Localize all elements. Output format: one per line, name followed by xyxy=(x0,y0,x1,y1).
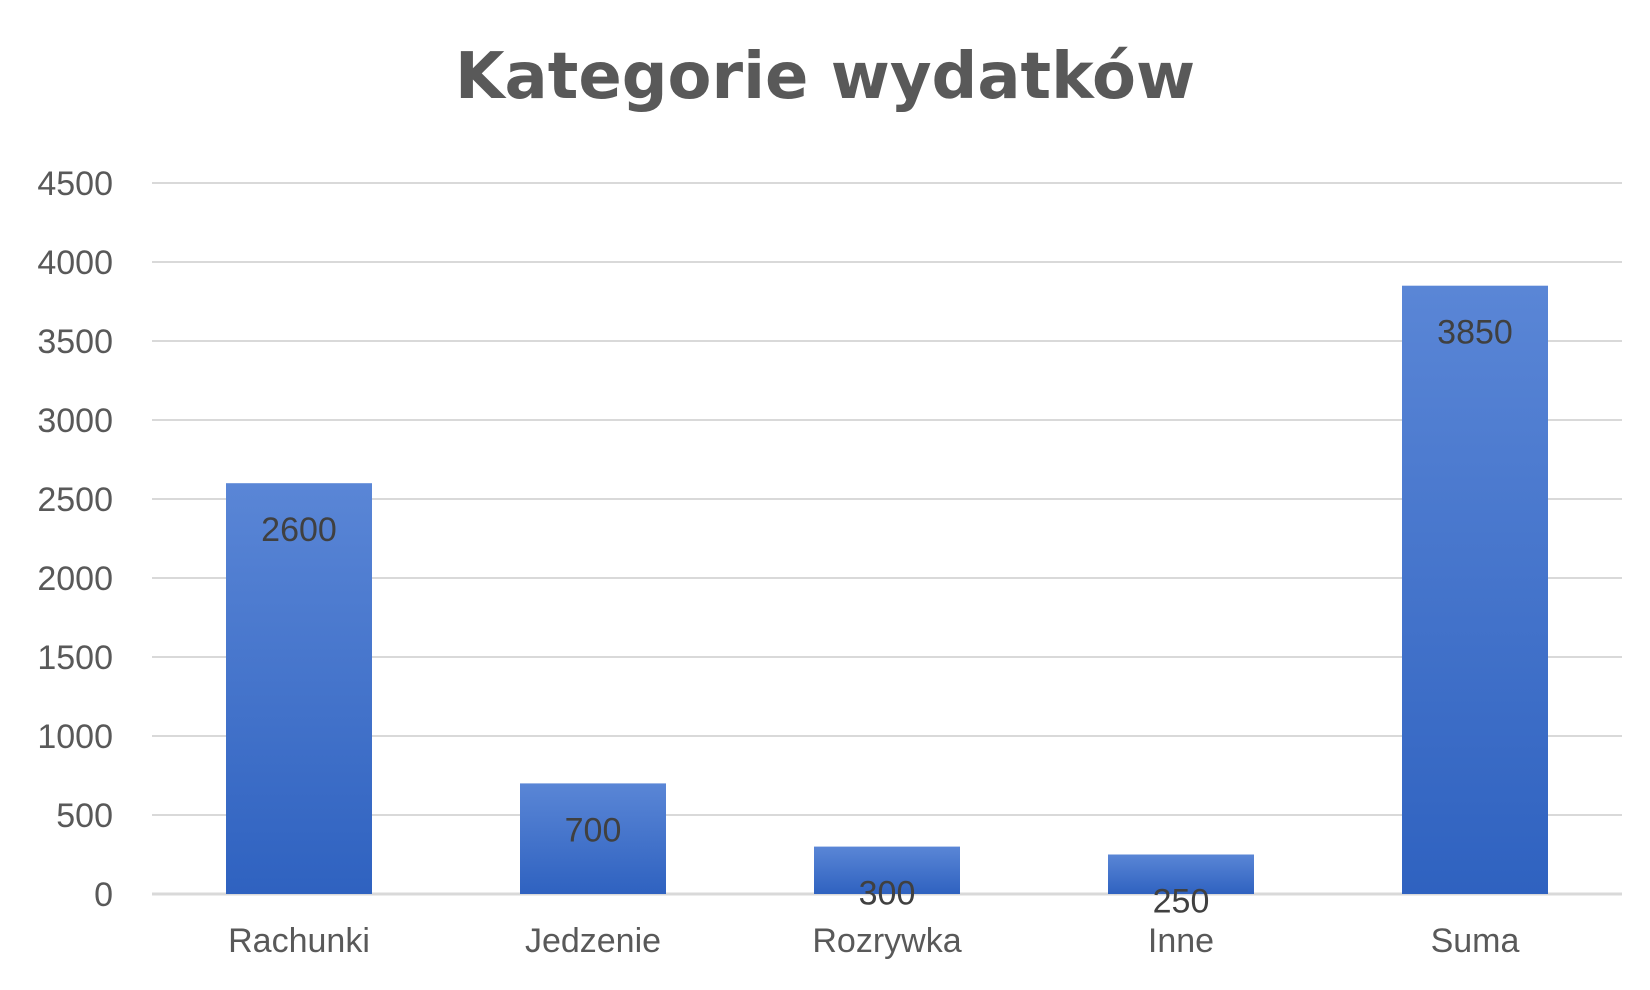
x-category-label: Inne xyxy=(1148,922,1214,960)
y-tick-label: 4500 xyxy=(37,165,113,203)
data-label: 300 xyxy=(859,875,916,913)
y-tick-label: 500 xyxy=(56,797,113,835)
bar-rozrywka xyxy=(814,846,960,894)
chart-title: Kategorie wydatków xyxy=(454,40,1196,114)
x-category-label: Jedzenie xyxy=(525,922,661,960)
bar-jedzenie xyxy=(520,783,666,894)
y-tick-label: 3000 xyxy=(37,402,113,440)
x-category-label: Rozrywka xyxy=(812,922,961,960)
bar-suma xyxy=(1402,285,1548,894)
y-tick-label: 1000 xyxy=(37,718,113,756)
x-category-label: Suma xyxy=(1431,922,1520,960)
data-label: 2600 xyxy=(261,511,337,549)
bar-inne xyxy=(1108,854,1254,894)
y-tick-label: 3500 xyxy=(37,323,113,361)
x-category-label: Rachunki xyxy=(228,922,370,960)
y-tick-label: 2000 xyxy=(37,560,113,598)
gridlines xyxy=(152,182,1622,896)
data-label: 250 xyxy=(1153,883,1210,921)
y-tick-label: 2500 xyxy=(37,481,113,519)
data-label: 700 xyxy=(565,811,622,849)
bars xyxy=(226,285,1548,894)
data-label: 3850 xyxy=(1437,314,1513,352)
y-tick-label: 0 xyxy=(94,876,113,914)
bar-rachunki xyxy=(226,483,372,894)
y-tick-label: 4000 xyxy=(37,244,113,282)
y-tick-label: 1500 xyxy=(37,639,113,677)
labels: 0 500 1000 1500 2000 2500 3000 3500 4000 4500 2600… xyxy=(37,165,1519,960)
